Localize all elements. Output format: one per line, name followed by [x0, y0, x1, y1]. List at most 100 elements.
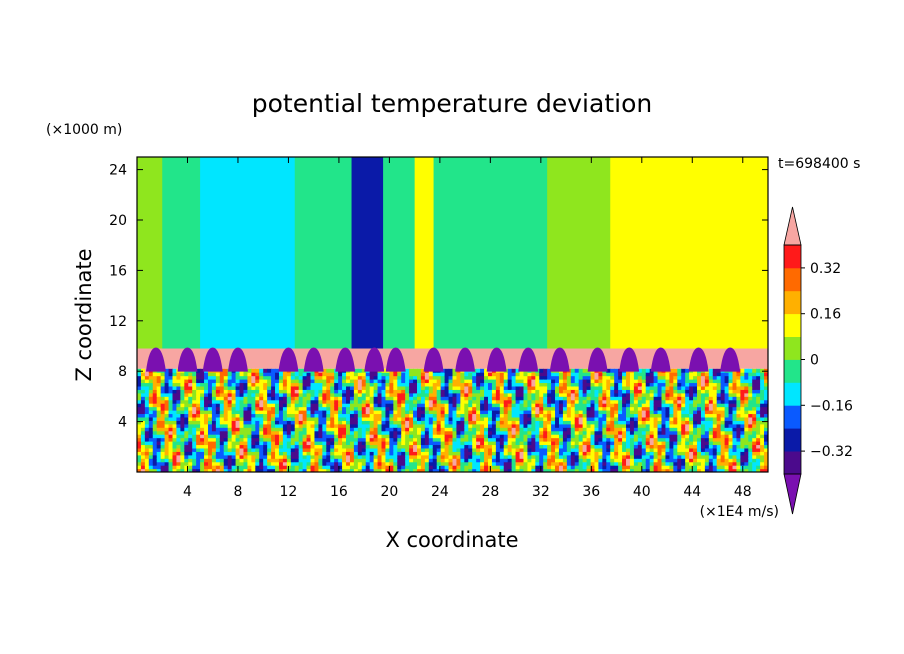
lower-field-cell [689, 423, 694, 428]
lower-field-cell [704, 454, 710, 459]
lower-field-cell [389, 385, 394, 390]
lower-field-cell [239, 399, 245, 404]
lower-field-cell [389, 454, 394, 459]
lower-field-cell [275, 451, 280, 456]
lower-field-cell [677, 447, 682, 452]
lower-field-cell [302, 465, 308, 470]
lower-field-cell [708, 382, 714, 387]
lower-field-cell [456, 406, 461, 411]
lower-field-cell [748, 437, 753, 442]
lower-field-cell [196, 399, 201, 404]
lower-field-cell [590, 410, 596, 415]
lower-field-cell [140, 396, 146, 401]
lower-field-cell [622, 465, 627, 470]
lower-field-cell [732, 399, 738, 404]
lower-field-cell [661, 382, 667, 387]
lower-field-cell [318, 451, 323, 456]
lower-field-cell [168, 441, 174, 446]
lower-field-cell [156, 461, 162, 466]
lower-field-cell [436, 454, 442, 459]
lower-field-cell [247, 389, 252, 394]
lower-field-cell [263, 465, 268, 470]
lower-field-cell [622, 437, 627, 442]
lower-field-cell [681, 427, 686, 432]
lower-field-cell [614, 423, 619, 428]
lower-field-cell [275, 420, 280, 425]
lower-field-cell [207, 454, 213, 459]
lower-field-cell [728, 427, 734, 432]
lower-field-cell [484, 382, 489, 387]
lower-field-cell [495, 444, 501, 449]
lower-field-cell [547, 423, 552, 428]
lower-field-cell [653, 372, 659, 377]
lower-field-cell [590, 399, 596, 404]
lower-field-cell [267, 396, 272, 401]
lower-field-cell [637, 430, 643, 435]
lower-field-cell [700, 399, 706, 404]
lower-field-cell [464, 437, 469, 442]
lower-field-cell [744, 468, 749, 472]
lower-field-cell [653, 389, 659, 394]
lower-field-cell [543, 454, 548, 459]
lower-field-cell [558, 427, 564, 432]
lower-field-cell [740, 430, 745, 435]
lower-field-cell [247, 458, 252, 463]
lower-field-cell [456, 403, 461, 408]
lower-field-cell [397, 461, 402, 466]
lower-field-cell [239, 454, 245, 459]
lower-field-cell [594, 406, 600, 411]
lower-field-cell [689, 447, 694, 452]
lower-field-cell [665, 375, 671, 380]
lower-field-cell [231, 399, 237, 404]
lower-field-cell [582, 468, 588, 472]
lower-field-cell [728, 375, 734, 380]
lower-field-cell [507, 427, 513, 432]
lower-field-cell [417, 461, 422, 466]
lower-field-cell [740, 416, 745, 421]
lower-field-cell [361, 406, 367, 411]
lower-field-cell [476, 434, 481, 439]
lower-field-cell [298, 441, 304, 446]
lower-field-cell [720, 406, 726, 411]
lower-field-cell [495, 434, 501, 439]
lower-field-cell [428, 437, 434, 442]
lower-field-cell [432, 410, 438, 415]
lower-field-cell [740, 420, 745, 425]
lower-field-cell [558, 406, 564, 411]
lower-field-cell [231, 458, 237, 463]
lower-field-cell [645, 410, 651, 415]
lower-field-cell [428, 454, 434, 459]
lower-field-cell [606, 437, 611, 442]
lower-field-cell [744, 447, 749, 452]
lower-field-cell [290, 434, 296, 439]
lower-field-cell [286, 451, 292, 456]
lower-field-cell [342, 389, 347, 394]
lower-field-cell [700, 375, 706, 380]
lower-field-cell [255, 451, 260, 456]
lower-field-cell [349, 406, 355, 411]
lower-field-cell [271, 434, 276, 439]
lower-field-cell [614, 375, 619, 380]
lower-field-cell [365, 451, 371, 456]
lower-field-cell [551, 434, 556, 439]
lower-field-cell [282, 410, 288, 415]
lower-field-cell [626, 375, 631, 380]
lower-field-cell [760, 379, 765, 384]
lower-field-cell [586, 396, 592, 401]
lower-field-cell [693, 451, 698, 456]
lower-field-cell [689, 420, 694, 425]
lower-field-cell [278, 372, 284, 377]
lower-field-cell [633, 372, 639, 377]
lower-field-cell [215, 423, 221, 428]
lower-field-cell [144, 372, 150, 377]
lower-field-cell [338, 451, 343, 456]
lower-field-cell [720, 451, 726, 456]
lower-field-cell [164, 399, 170, 404]
lower-field-cell [649, 382, 655, 387]
lower-field-cell [685, 379, 690, 384]
lower-field-cell [590, 427, 596, 432]
lower-field-cell [507, 385, 513, 390]
lower-field-cell [247, 423, 252, 428]
lower-field-cell [251, 375, 256, 380]
lower-field-cell [456, 389, 461, 394]
